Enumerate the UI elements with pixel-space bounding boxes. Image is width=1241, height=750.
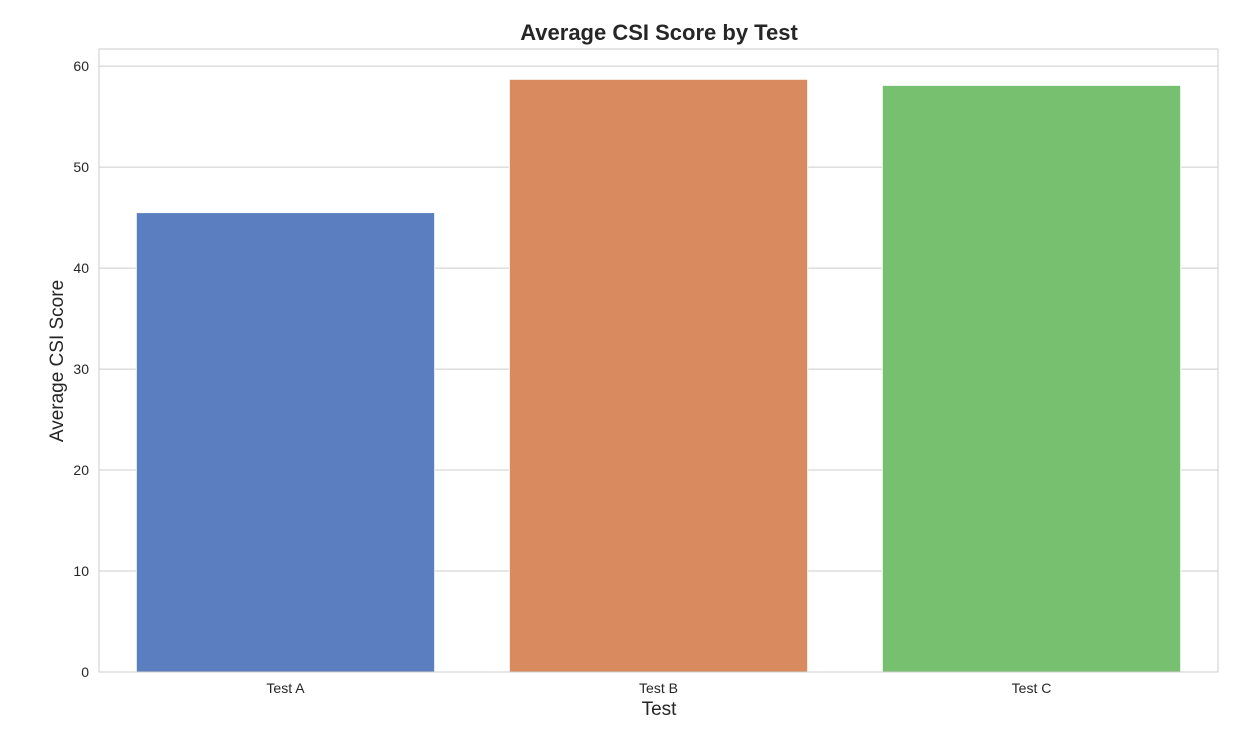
x-tick-label: Test A [266, 680, 305, 696]
y-tick-label: 0 [81, 664, 89, 680]
bar-test-c [881, 84, 1182, 673]
x-axis-label: Test [642, 699, 678, 720]
x-axis-ticks: Test A Test B Test C [266, 680, 1051, 696]
x-tick-label: Test C [1012, 680, 1052, 696]
bars [135, 78, 1182, 673]
y-tick-label: 10 [73, 563, 89, 579]
y-tick-label: 20 [73, 462, 89, 478]
y-tick-label: 30 [73, 361, 89, 377]
y-tick-label: 50 [73, 159, 89, 175]
x-tick-label: Test B [639, 680, 678, 696]
y-axis-label: Average CSI Score [47, 280, 68, 442]
bar-test-b [508, 78, 809, 673]
y-axis-ticks: 0 10 20 30 40 50 60 [73, 58, 89, 680]
y-tick-label: 60 [73, 58, 89, 74]
y-tick-label: 40 [73, 260, 89, 276]
chart-title: Average CSI Score by Test [520, 20, 798, 45]
bar-test-a [135, 212, 436, 673]
plot-frame [98, 48, 1219, 673]
